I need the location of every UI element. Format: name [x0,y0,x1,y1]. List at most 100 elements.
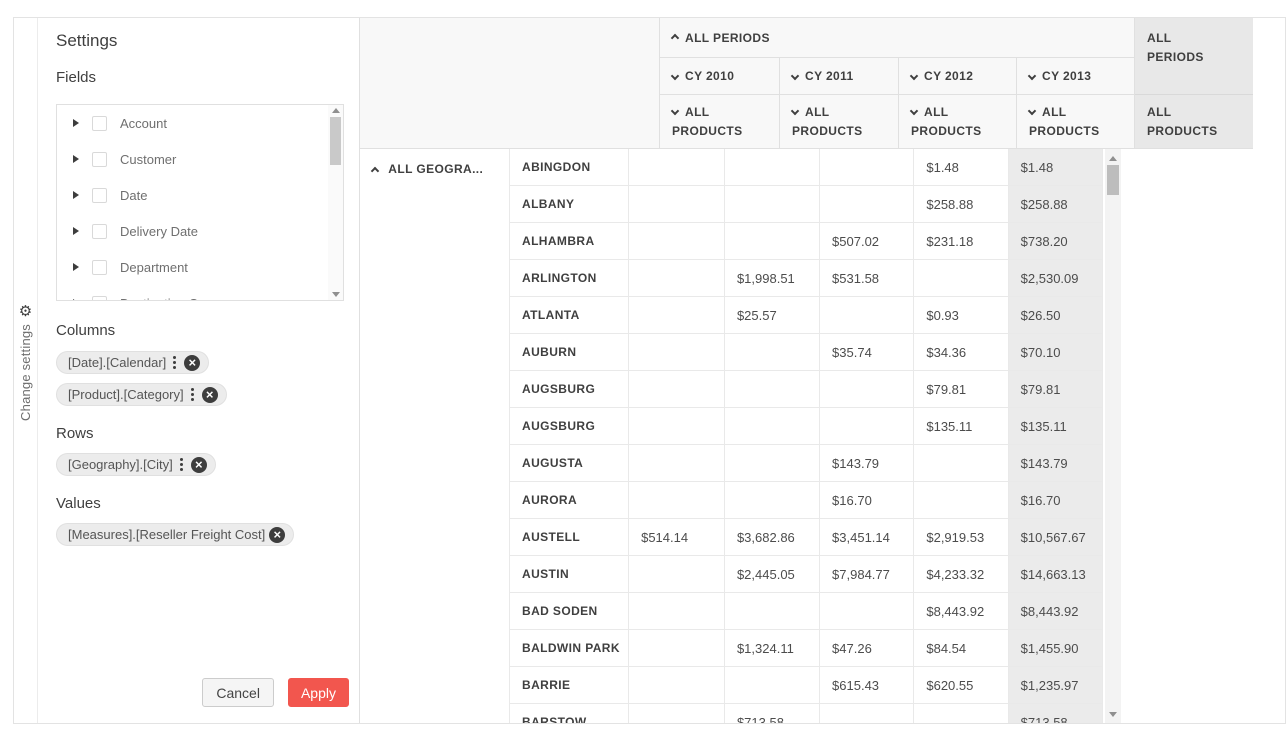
chip-geography-city[interactable]: [Geography].[City] × [56,453,216,476]
change-settings-label[interactable]: Change settings [18,324,33,421]
field-checkbox[interactable] [92,223,107,239]
field-checkbox[interactable] [92,115,107,131]
row-header-city[interactable]: AUGUSTA [510,445,630,482]
chevron-down-icon [670,106,680,116]
total-value-cell: $26.50 [1008,297,1103,334]
value-cell-cy2012: $7,984.77 [820,556,915,593]
row-header-city[interactable]: ALBANY [510,186,630,223]
chevron-down-icon [909,71,919,81]
row-header-all-geographies[interactable]: ALL GEOGRA... [360,149,510,723]
value-cell-cy2011: $3,682.86 [724,519,821,556]
chip-menu-icon[interactable] [179,457,183,472]
chip-menu-icon[interactable] [190,387,194,402]
apply-button[interactable]: Apply [287,678,349,707]
field-tree-item[interactable]: Delivery Date [57,213,343,249]
chip-date-calendar[interactable]: [Date].[Calendar] × [56,351,210,374]
row-header-city[interactable]: ALHAMBRA [510,223,630,260]
row-header-city[interactable]: BAD SODEN [510,593,630,630]
value-cell-cy2012: $143.79 [820,445,915,482]
field-tree-item[interactable]: Date [57,177,343,213]
chip-remove-icon[interactable]: × [201,386,218,403]
column-header-cy2012[interactable]: CY 2012 [899,58,1017,95]
chip-remove-icon[interactable]: × [269,526,286,543]
row-header-city[interactable]: AUSTIN [510,556,630,593]
row-header-city[interactable]: BALDWIN PARK [510,630,630,667]
row-header-city[interactable]: ATLANTA [510,297,630,334]
table-row: AUSTIN $2,445.05 $7,984.77 $4,233.32 $14… [510,556,1103,593]
pivot-corner-cell [360,18,660,149]
value-cell-cy2010 [629,186,725,223]
row-header-city[interactable]: AURORA [510,482,630,519]
scroll-down-arrow[interactable] [1109,712,1117,717]
row-header-city[interactable]: AUSTELL [510,519,630,556]
field-tree-item[interactable]: Customer [57,141,343,177]
fields-tree: Account Customer Date Delivery Date Depa… [56,104,344,301]
scroll-down-arrow[interactable] [331,292,340,297]
chip-product-category[interactable]: [Product].[Category] × [56,383,227,406]
value-cell-cy2010 [629,260,725,297]
value-cell-cy2010 [629,408,725,445]
value-cell-cy2010: $514.14 [629,519,725,556]
column-header-all-products[interactable]: ALL PRODUCTS [660,95,780,148]
total-value-cell: $10,567.67 [1008,519,1103,556]
scroll-thumb[interactable] [1107,165,1119,195]
column-header-cy2013[interactable]: CY 2013 [1017,58,1135,95]
value-cell-cy2012 [820,593,915,630]
field-checkbox[interactable] [92,259,107,275]
gear-icon[interactable]: ⚙ [18,303,33,320]
value-cell-cy2013 [914,260,1009,297]
row-header-city[interactable]: ABINGDON [510,149,630,186]
total-value-cell: $14,663.13 [1008,556,1103,593]
chip-remove-icon[interactable]: × [190,456,207,473]
total-value-cell: $258.88 [1008,186,1103,223]
value-cell-cy2012: $35.74 [820,334,915,371]
expand-caret-icon[interactable] [73,227,79,235]
chip-menu-icon[interactable] [173,355,177,370]
chip-remove-icon[interactable]: × [184,354,201,371]
expand-caret-icon[interactable] [73,155,79,163]
row-header-city[interactable]: AUBURN [510,334,630,371]
scroll-up-arrow[interactable] [331,108,340,113]
expand-caret-icon[interactable] [73,299,79,300]
column-header-cy2011[interactable]: CY 2011 [780,58,899,95]
column-header-cy2010[interactable]: CY 2010 [660,58,780,95]
settings-panel: Settings Fields Account Customer Date De… [38,18,360,723]
value-cell-cy2011 [724,371,821,408]
field-label: Customer [120,151,177,167]
scroll-up-arrow[interactable] [1109,156,1117,161]
pivot-rows: ABINGDON $1.48 $1.48 ALBANY $258.88 $258… [510,149,1103,723]
total-value-cell: $8,443.92 [1008,593,1103,630]
expand-caret-icon[interactable] [73,119,79,127]
column-header-all-products[interactable]: ALL PRODUCTS [780,95,899,148]
row-header-city[interactable]: AUGSBURG [510,408,630,445]
column-header-all-periods[interactable]: ALL PERIODS [660,18,1135,58]
field-checkbox[interactable] [92,151,107,167]
row-header-city[interactable]: ARLINGTON [510,260,630,297]
value-cell-cy2012: $507.02 [820,223,915,260]
value-cell-cy2013 [914,445,1009,482]
table-row: BAD SODEN $8,443.92 $8,443.92 [510,593,1103,630]
field-checkbox[interactable] [92,295,107,300]
table-vertical-scrollbar[interactable] [1105,149,1121,723]
expand-caret-icon[interactable] [73,263,79,271]
expand-caret-icon[interactable] [73,191,79,199]
value-cell-cy2013: $1.48 [914,149,1009,186]
value-cell-cy2011: $713.58 [725,704,821,723]
field-tree-item[interactable]: Destination Currency [57,285,343,300]
row-header-city[interactable]: BARRIE [510,667,630,704]
fields-scrollbar[interactable] [328,105,343,300]
field-checkbox[interactable] [92,187,107,203]
chevron-up-icon [670,33,680,42]
scroll-thumb[interactable] [330,117,341,165]
chip-measures-reseller-freight-cost[interactable]: [Measures].[Reseller Freight Cost] × [56,523,295,546]
row-header-city[interactable]: AUGSBURG [510,371,630,408]
column-header-all-products[interactable]: ALL PRODUCTS [899,95,1017,148]
value-cell-cy2013: $34.36 [914,334,1009,371]
field-tree-item[interactable]: Department [57,249,343,285]
cancel-button[interactable]: Cancel [202,678,274,707]
table-row: AUBURN $35.74 $34.36 $70.10 [510,334,1103,371]
column-header-all-products[interactable]: ALL PRODUCTS [1017,95,1135,148]
change-settings-toggle[interactable]: ⚙ Change settings [14,18,38,723]
field-tree-item[interactable]: Account [57,105,343,141]
row-header-city[interactable]: BARSTOW [510,704,630,723]
